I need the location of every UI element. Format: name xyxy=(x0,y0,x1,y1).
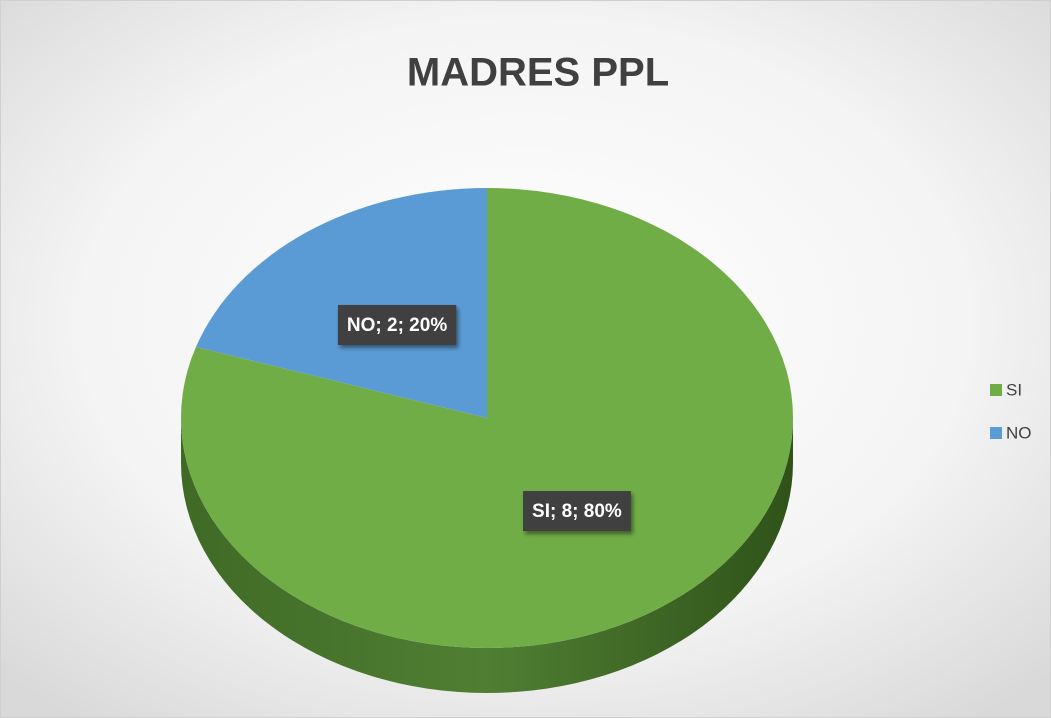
chart-title: MADRES PPL xyxy=(407,51,669,95)
data-label-box xyxy=(337,304,457,345)
data-label-text: SI; 8; 80% xyxy=(532,501,622,522)
pie-slice xyxy=(195,188,488,418)
data-label: SI; 8; 80% xyxy=(523,491,631,532)
legend-label: SI xyxy=(1006,380,1022,399)
legend-label: NO xyxy=(1006,423,1032,442)
pie xyxy=(180,188,794,693)
legend-swatch xyxy=(990,427,1002,439)
pie-side xyxy=(181,418,793,693)
data-label-text: NO; 2; 20% xyxy=(347,315,447,336)
pie-slice xyxy=(180,188,794,648)
legend-swatch xyxy=(990,384,1002,396)
legend: SI NO xyxy=(990,380,1032,442)
data-labels: SI; 8; 80% NO; 2; 20% xyxy=(337,304,631,532)
data-label-box xyxy=(523,491,631,532)
data-label: NO; 2; 20% xyxy=(337,304,457,345)
